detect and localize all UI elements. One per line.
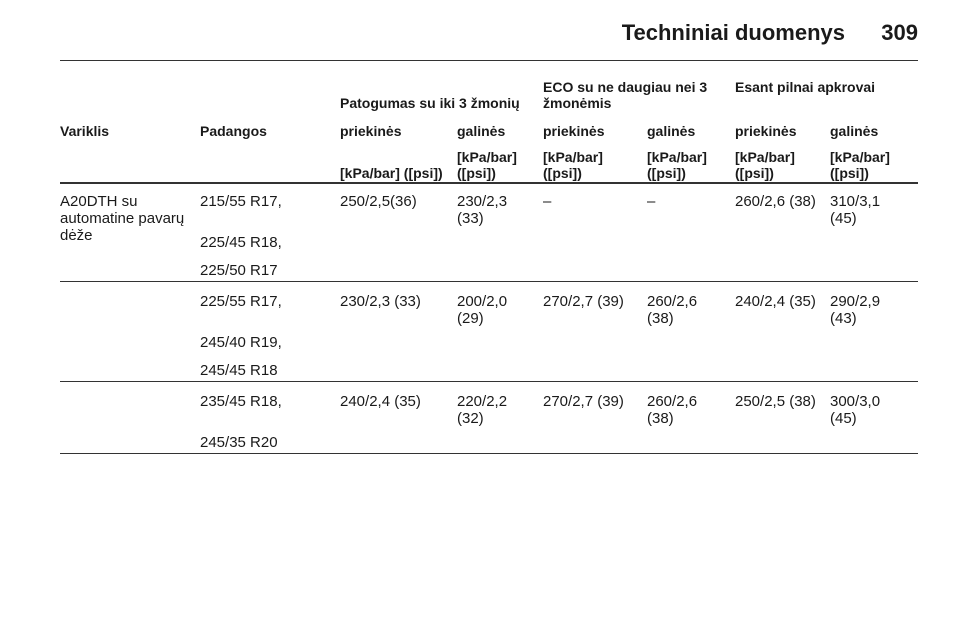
page-number: 309 <box>881 20 918 45</box>
pressure-cell: 270/2,7 (39) <box>543 393 624 410</box>
pressure-cell: 260/2,6 (38) <box>647 293 698 327</box>
pressure-cell: 250/2,5 (38) <box>735 393 816 410</box>
unit-header: [kPa/bar] ([psi]) <box>830 149 890 181</box>
header-rule <box>60 60 918 61</box>
engine-cell: A20DTH su automatine pavarų dėže <box>60 193 185 244</box>
tire-size: 225/55 R17, <box>200 293 282 310</box>
table-head-rule <box>60 182 918 184</box>
row-rule <box>60 281 918 282</box>
column-header: galinės <box>457 123 506 139</box>
pressure-cell: 260/2,6 (38) <box>735 193 816 210</box>
pressure-cell: 260/2,6 (38) <box>647 393 698 427</box>
tire-size: 225/45 R18, <box>200 234 282 251</box>
tire-size: 245/35 R20 <box>200 434 278 451</box>
column-header: Padangos <box>200 123 267 139</box>
unit-header: [kPa/bar] ([psi]) <box>457 149 517 181</box>
pressure-cell: – <box>543 193 552 210</box>
column-header: priekinės <box>340 123 402 139</box>
unit-header: [kPa/bar] ([psi]) <box>340 165 443 181</box>
tire-size: 235/45 R18, <box>200 393 282 410</box>
pressure-cell: 250/2,5(36) <box>340 193 417 210</box>
unit-header: [kPa/bar] ([psi]) <box>735 149 795 181</box>
tire-size: 245/40 R19, <box>200 334 282 351</box>
pressure-cell: 290/2,9 (43) <box>830 293 881 327</box>
column-header: Variklis <box>60 123 110 139</box>
tire-size: 245/45 R18 <box>200 362 278 379</box>
group-header: Patogumas su iki 3 žmonių <box>340 95 520 111</box>
pressure-cell: 240/2,4 (35) <box>735 293 816 310</box>
pressure-cell: – <box>647 193 656 210</box>
tire-size: 215/55 R17, <box>200 193 282 210</box>
pressure-cell: 220/2,2 (32) <box>457 393 508 427</box>
pressure-cell: 310/3,1 (45) <box>830 193 881 227</box>
column-header: priekinės <box>543 123 605 139</box>
unit-header: [kPa/bar] ([psi]) <box>543 149 603 181</box>
row-rule <box>60 453 918 454</box>
pressure-cell: 230/2,3 (33) <box>340 293 421 310</box>
pressure-cell: 240/2,4 (35) <box>340 393 421 410</box>
page-title: Techniniai duomenys <box>621 20 845 45</box>
row-rule <box>60 381 918 382</box>
column-header: galinės <box>830 123 879 139</box>
unit-header: [kPa/bar] ([psi]) <box>647 149 707 181</box>
pressure-cell: 300/3,0 (45) <box>830 393 881 427</box>
group-header: Esant pilnai apkrovai <box>735 79 876 95</box>
pressure-cell: 270/2,7 (39) <box>543 293 624 310</box>
pressure-cell: 230/2,3 (33) <box>457 193 508 227</box>
tire-size: 225/50 R17 <box>200 262 278 279</box>
pressure-cell: 200/2,0 (29) <box>457 293 508 327</box>
column-header: priekinės <box>735 123 797 139</box>
group-header: ECO su ne daugiau nei 3 žmonėmis <box>543 79 708 111</box>
column-header: galinės <box>647 123 696 139</box>
